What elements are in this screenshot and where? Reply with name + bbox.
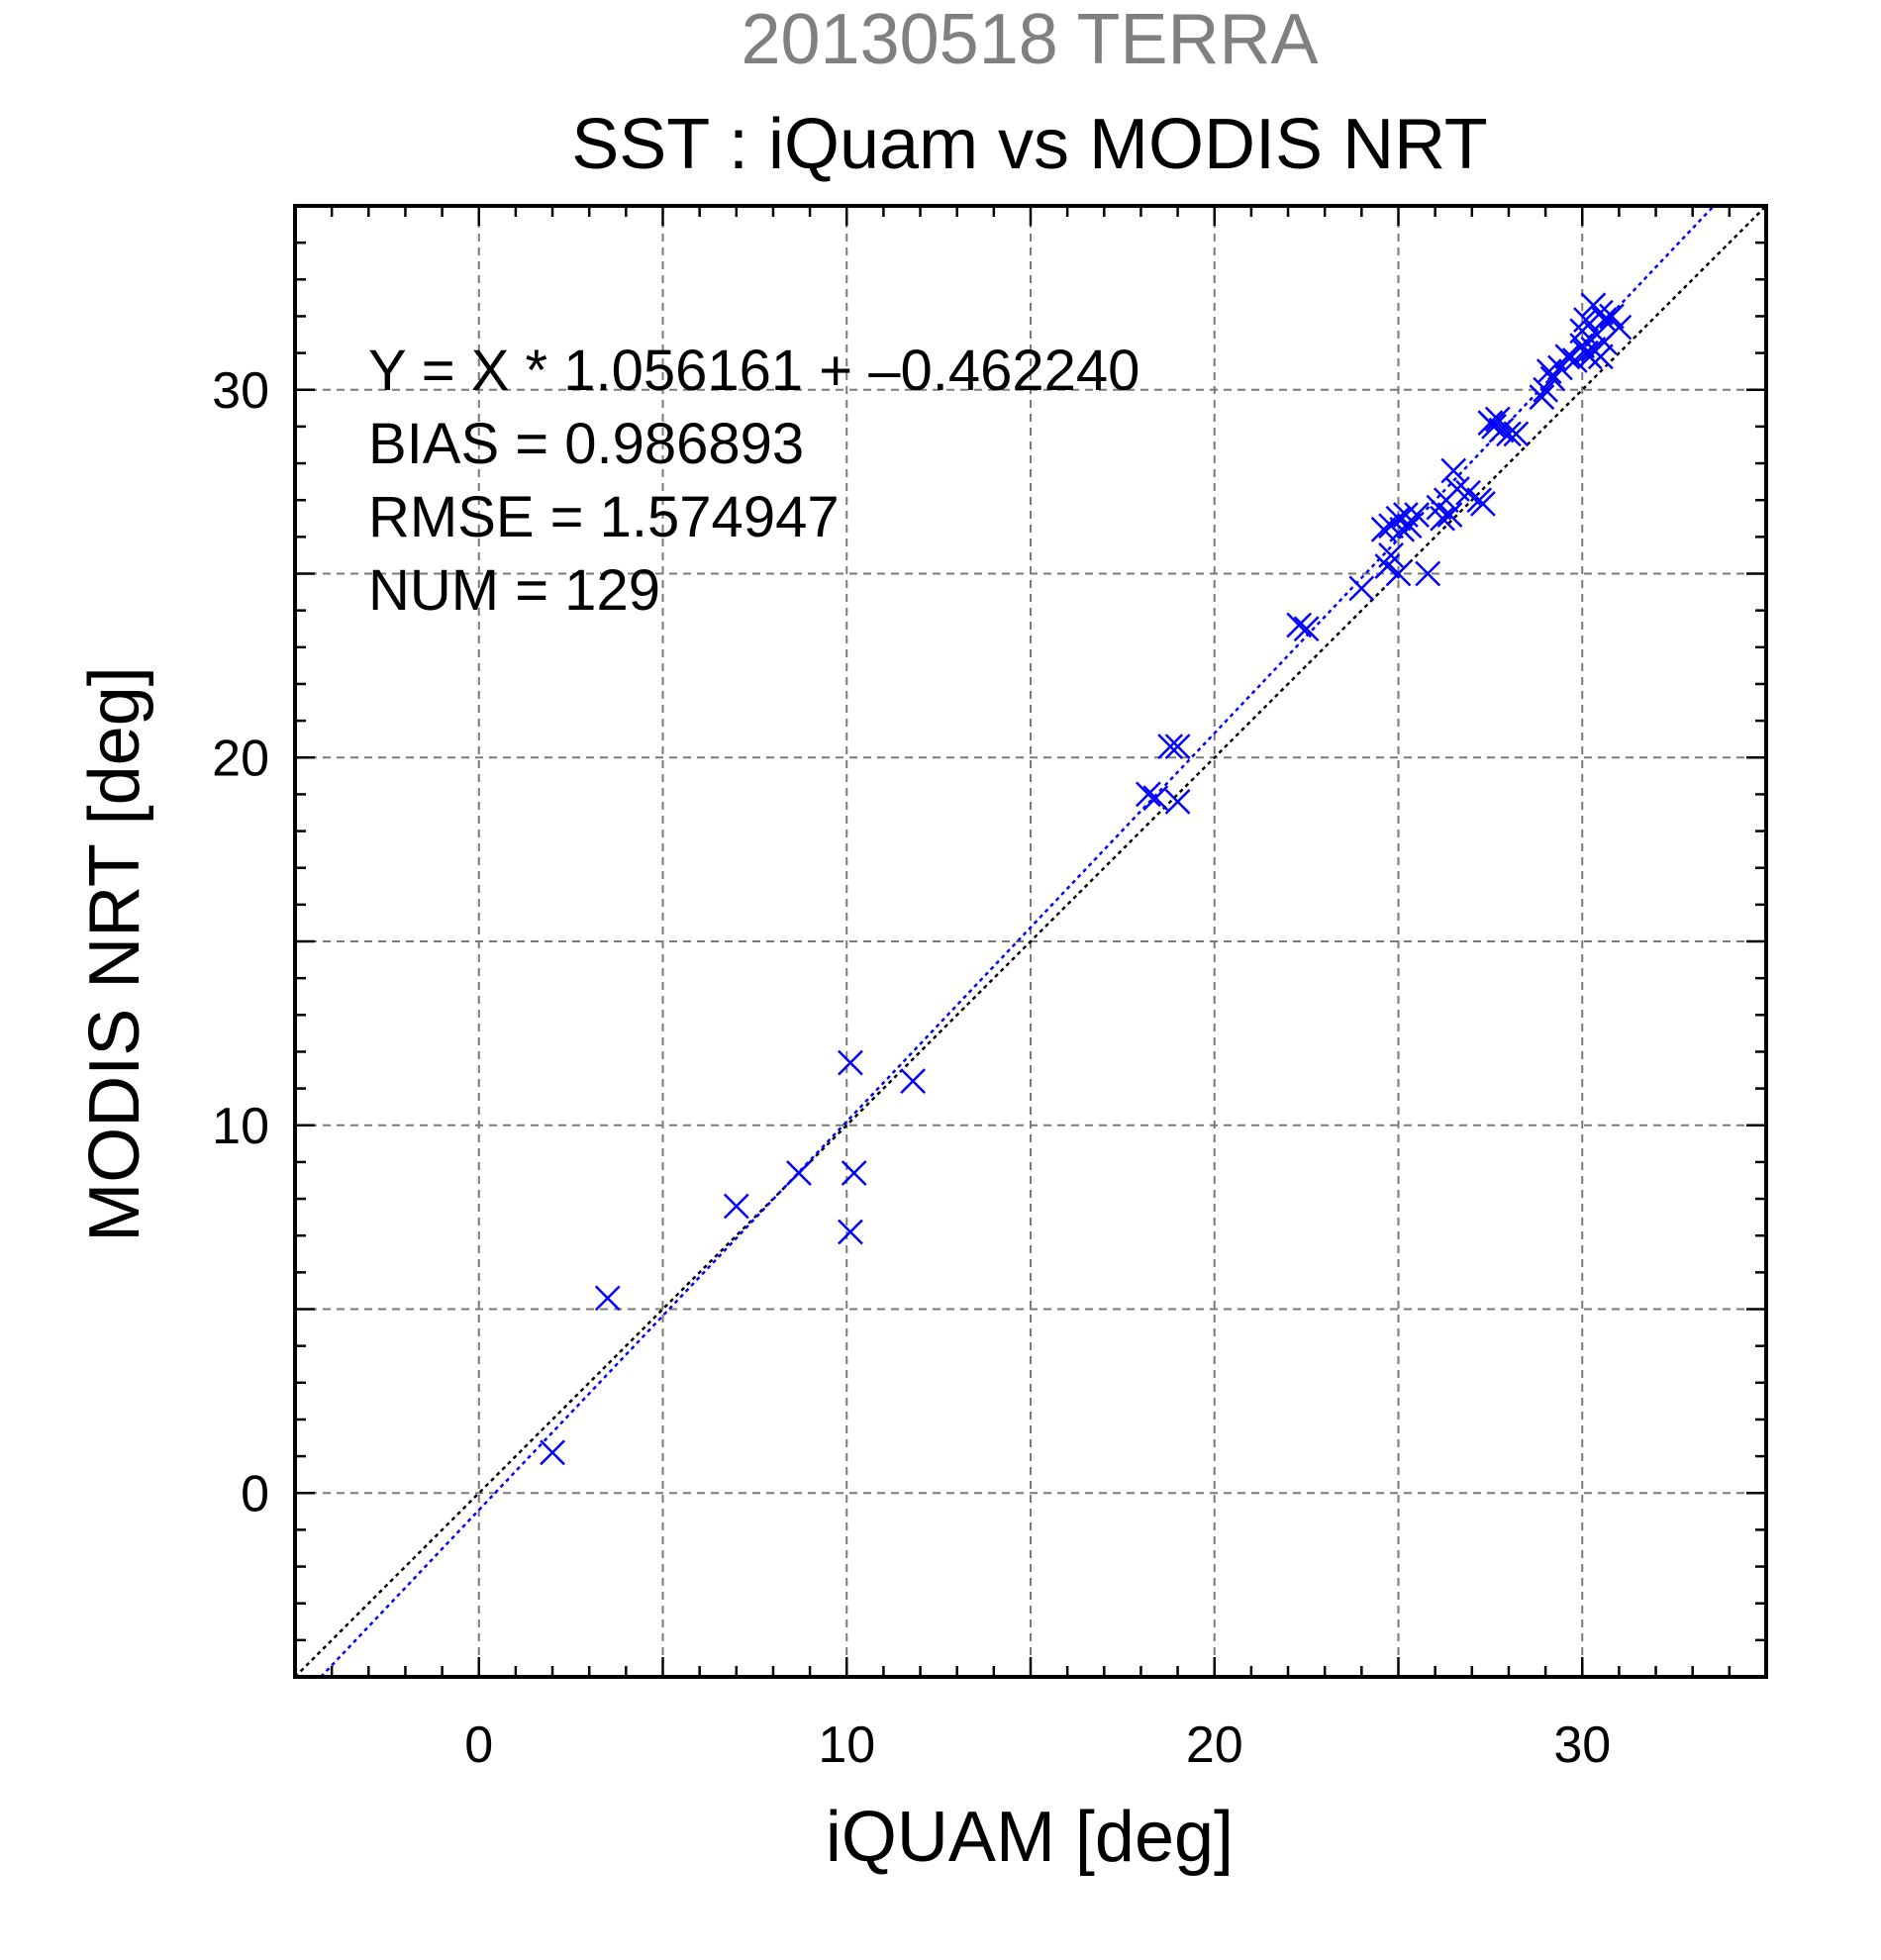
regression-line [320, 205, 1716, 1678]
y-tick-label: 10 [212, 1098, 269, 1155]
data-point [1591, 329, 1618, 355]
data-point [1470, 491, 1496, 517]
data-point [1404, 502, 1430, 528]
chart-title: 20130518 TERRA [741, 0, 1318, 79]
data-point [1385, 560, 1412, 587]
data-point [1580, 337, 1607, 362]
data-point [1415, 560, 1441, 587]
data-point [1157, 734, 1184, 759]
data-point [594, 1285, 621, 1312]
data-point [1554, 343, 1581, 370]
data-point [1496, 421, 1522, 447]
data-point [1378, 542, 1404, 568]
y-tick-label: 20 [212, 730, 269, 787]
data-point [1436, 502, 1463, 528]
data-point [1142, 785, 1169, 811]
data-point [1370, 517, 1397, 542]
data-point [1503, 421, 1530, 447]
num-value: NUM = 129 [368, 558, 660, 623]
data-point [540, 1439, 565, 1466]
data-point [1599, 303, 1625, 330]
data-point [1393, 502, 1419, 528]
rmse-value: RMSE = 1.574947 [368, 485, 840, 549]
data-point [1539, 365, 1566, 392]
data-point [1547, 354, 1573, 381]
data-point [1573, 307, 1599, 334]
data-point [1591, 307, 1618, 334]
data-point [1293, 616, 1320, 642]
tick-labels: 0 10 20 30 0 10 20 30 [212, 362, 1611, 1774]
x-tick-label: 20 [1186, 1716, 1243, 1774]
data-point [1135, 781, 1161, 808]
data-point [1455, 479, 1481, 506]
y-axis-label: MODIS NRT [deg] [75, 666, 154, 1242]
one-to-one-line [294, 205, 1767, 1678]
x-axis-label: iQUAM [deg] [826, 1798, 1234, 1877]
regression-equation: Y = X * 1.056161 + –0.462240 [368, 339, 1139, 403]
reference-lines [294, 205, 1767, 1678]
x-tick-label: 30 [1553, 1716, 1611, 1774]
data-point [900, 1068, 927, 1095]
data-point [1286, 612, 1313, 638]
chart-subtitle: SST : iQuam vs MODIS NRT [571, 105, 1488, 184]
data-point [1488, 417, 1515, 443]
data-point [838, 1049, 863, 1076]
data-point [1533, 376, 1558, 403]
y-tick-label: 0 [241, 1465, 269, 1522]
y-tick-label: 30 [212, 362, 269, 420]
stats-annotation: Y = X * 1.056161 + –0.462240 BIAS = 0.98… [368, 339, 1139, 623]
data-point [723, 1193, 749, 1220]
data-points [540, 292, 1633, 1466]
bias-value: BIAS = 0.986893 [368, 412, 804, 476]
data-point [1164, 734, 1191, 759]
x-tick-label: 10 [818, 1716, 875, 1774]
data-point [838, 1219, 863, 1245]
data-point [1348, 575, 1375, 602]
data-point [841, 1160, 867, 1186]
x-tick-label: 0 [464, 1716, 493, 1774]
data-point [1561, 347, 1588, 373]
data-point [1164, 788, 1191, 815]
plot-frame [293, 204, 1768, 1679]
data-point [786, 1160, 812, 1186]
data-point [1481, 414, 1507, 440]
data-point [1529, 384, 1555, 411]
